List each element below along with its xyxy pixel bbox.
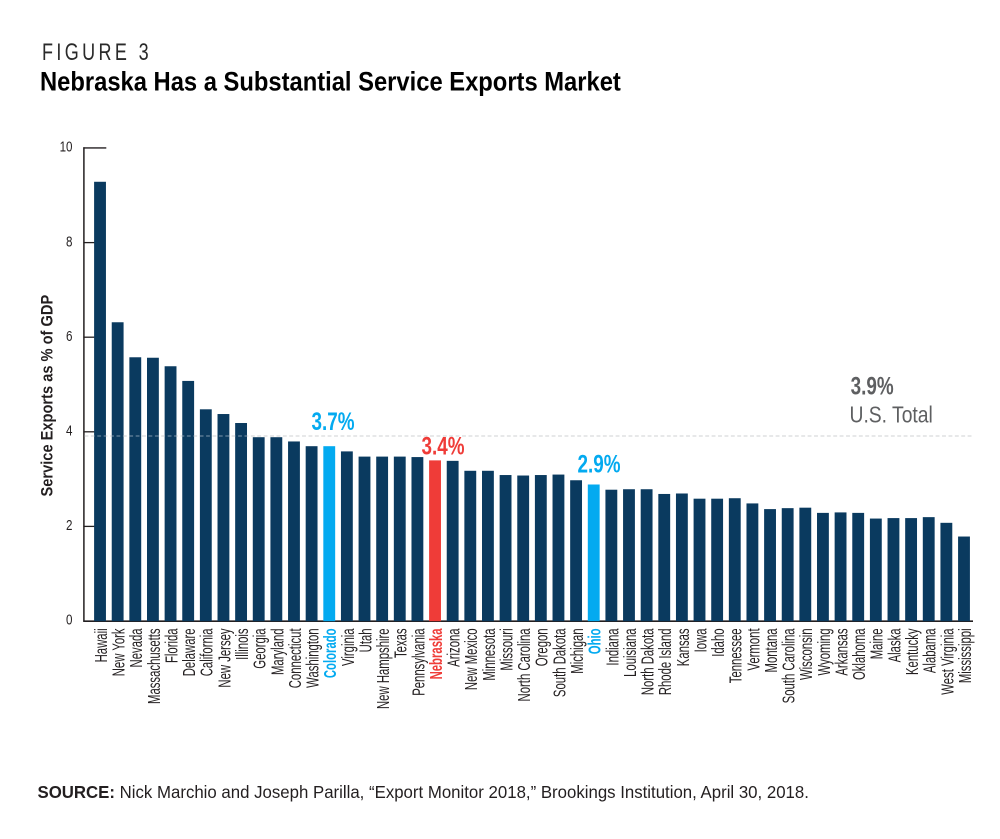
svg-text:U.S. Total: U.S. Total (850, 403, 933, 428)
svg-text:3.7%: 3.7% (311, 407, 354, 435)
svg-text:New York: New York (109, 628, 129, 676)
svg-text:New Hampshire: New Hampshire (373, 628, 393, 709)
svg-text:Kansas: Kansas (673, 628, 693, 666)
svg-text:Nebraska Has a Substantial Ser: Nebraska Has a Substantial Service Expor… (40, 67, 621, 97)
svg-text:Nevada: Nevada (127, 628, 147, 668)
svg-text:Virginia: Virginia (338, 628, 358, 666)
svg-text:Nebraska: Nebraska (426, 628, 446, 680)
svg-text:South Dakota: South Dakota (550, 628, 570, 697)
svg-text:3.4%: 3.4% (421, 432, 464, 460)
svg-text:Indiana: Indiana (603, 628, 623, 666)
svg-text:California: California (197, 628, 217, 676)
svg-text:Florida: Florida (162, 628, 182, 663)
svg-text:Georgia: Georgia (250, 628, 270, 669)
svg-text:Mississippi: Mississippi (955, 628, 975, 683)
svg-text:Wisconsin: Wisconsin (797, 628, 817, 680)
svg-text:FIGURE 3: FIGURE 3 (42, 40, 152, 66)
svg-text:North Carolina: North Carolina (515, 628, 535, 702)
svg-text:Wyoming: Wyoming (814, 628, 834, 675)
svg-text:3.9%: 3.9% (851, 372, 894, 400)
svg-text:Service Exports as % of GDP: Service Exports as % of GDP (39, 294, 57, 496)
svg-text:Maryland: Maryland (268, 628, 288, 675)
svg-text:Tennessee: Tennessee (726, 628, 746, 683)
svg-text:Connecticut: Connecticut (285, 628, 305, 688)
svg-text:Arizona: Arizona (444, 628, 464, 667)
svg-text:Maine: Maine (867, 628, 887, 659)
svg-text:Texas: Texas (391, 628, 411, 658)
svg-text:Pennsylvania: Pennsylvania (409, 628, 429, 696)
svg-text:South Carolina: South Carolina (779, 628, 799, 703)
svg-text:Vermont: Vermont (744, 628, 764, 671)
svg-text:Illinois: Illinois (232, 628, 252, 659)
svg-text:Utah: Utah (356, 628, 376, 652)
svg-text:Rhode Island: Rhode Island (656, 628, 676, 695)
svg-text:10: 10 (60, 138, 73, 155)
svg-text:4: 4 (66, 422, 72, 439)
svg-text:Oregon: Oregon (532, 628, 552, 666)
svg-text:Washington: Washington (303, 628, 323, 687)
svg-text:Idaho: Idaho (708, 628, 728, 656)
svg-text:New Mexico: New Mexico (462, 628, 482, 690)
svg-text:Hawaii: Hawaii (91, 628, 111, 662)
svg-text:Iowa: Iowa (691, 628, 711, 652)
svg-text:Michigan: Michigan (567, 628, 587, 673)
svg-text:Alaska: Alaska (885, 628, 905, 662)
svg-text:Minnesota: Minnesota (479, 628, 499, 681)
svg-text:0: 0 (66, 611, 72, 628)
svg-text:Colorado: Colorado (321, 628, 341, 678)
svg-text:8: 8 (66, 233, 72, 250)
svg-text:West Virginia: West Virginia (938, 628, 958, 695)
svg-text:2.9%: 2.9% (577, 450, 620, 478)
svg-text:Massachusetts: Massachusetts (144, 628, 164, 704)
svg-text:Montana: Montana (761, 628, 781, 673)
svg-text:Arkansas: Arkansas (832, 628, 852, 675)
svg-text:SOURCE: Nick Marchio and Josep: SOURCE: Nick Marchio and Joseph Parilla,… (38, 781, 809, 802)
svg-text:Oklahoma: Oklahoma (850, 628, 870, 680)
svg-text:Louisiana: Louisiana (620, 628, 640, 677)
svg-text:Kentucky: Kentucky (902, 628, 922, 675)
svg-text:Delaware: Delaware (180, 628, 200, 676)
svg-text:6: 6 (66, 328, 72, 345)
svg-text:Missouri: Missouri (497, 628, 517, 670)
svg-text:Ohio: Ohio (585, 628, 605, 654)
svg-text:Alabama: Alabama (920, 628, 940, 673)
svg-text:2: 2 (66, 517, 72, 534)
svg-text:New Jersey: New Jersey (215, 628, 235, 688)
svg-text:North Dakota: North Dakota (638, 628, 658, 695)
